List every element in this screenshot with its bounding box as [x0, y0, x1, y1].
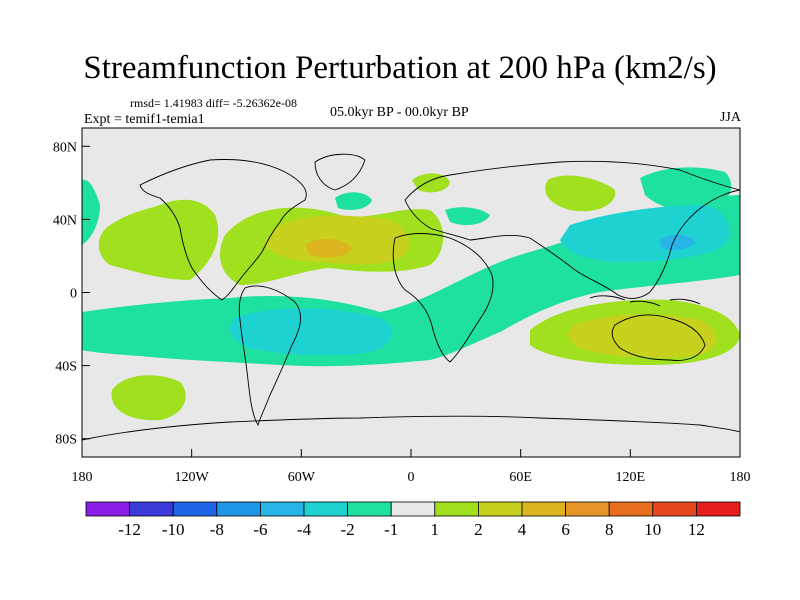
coast-antarctica: [82, 415, 740, 441]
colorbar-swatch: [565, 501, 610, 517]
colorbar-swatch: [129, 501, 174, 517]
colorbar-swatch: [172, 501, 218, 517]
coast-greenland: [314, 153, 366, 191]
contour-neg-band: [660, 234, 695, 250]
contour-pos-band: [111, 375, 186, 421]
lon-tick-label: 120E: [616, 470, 646, 485]
lat-tick-label: 40N: [53, 213, 77, 228]
field-background: [82, 128, 740, 457]
colorbar-label: 12: [688, 520, 705, 539]
plot-title: Streamfunction Perturbation at 200 hPa (…: [83, 50, 717, 86]
colorbar-swatch: [477, 501, 523, 517]
colorbar-label: 6: [561, 520, 570, 539]
colorbar-label: -8: [210, 520, 224, 539]
coast-south-america: [238, 285, 302, 427]
colorbar-label: -4: [297, 520, 312, 539]
contour-neg-band: [230, 308, 393, 356]
colorbar-swatch: [216, 501, 261, 517]
lat-tick-label: 40S: [55, 360, 77, 375]
colorbar-label: 4: [518, 520, 527, 539]
contour-neg-band: [445, 207, 490, 226]
colorbar-swatch: [259, 501, 305, 517]
contour-pos-band: [305, 238, 352, 258]
colorbar-label: 10: [644, 520, 661, 539]
longitude-axis: 180 120W 60W 0 60E 120E 180: [72, 449, 751, 485]
stats-text: rmsd= 1.41983 diff= -5.26362e-08: [130, 96, 297, 110]
lon-tick-label: 180: [72, 470, 93, 485]
colorbar: -12 -10 -8 -6 -4 -2 -1 1 2 4 6 8 10 12: [85, 501, 741, 539]
coastlines: [82, 153, 740, 441]
colorbar-swatch: [521, 501, 566, 517]
colorbar-swatch: [696, 501, 741, 517]
colorbar-swatch: [434, 501, 479, 517]
colorbar-label: -6: [253, 520, 267, 539]
lat-tick-label: 0: [70, 287, 77, 302]
contour-neg-band: [82, 179, 100, 245]
colorbar-swatch: [347, 501, 392, 517]
colorbar-swatch: [85, 501, 130, 517]
colorbar-swatch: [652, 501, 697, 517]
colorbar-swatch: [303, 501, 348, 517]
shaded-field: [82, 128, 740, 457]
contour-pos-band: [545, 175, 616, 212]
lon-tick-label: 180: [730, 470, 751, 485]
coast-australia: [611, 314, 706, 361]
lon-tick-label: 0: [408, 470, 415, 485]
colorbar-swatch: [390, 501, 436, 517]
colorbar-label: 8: [605, 520, 614, 539]
coast-north-america: [139, 159, 307, 301]
experiment-label: Expt = temif1-temia1: [84, 112, 205, 127]
season-label: JJA: [719, 110, 741, 125]
colorbar-label: 1: [431, 520, 440, 539]
period-label: 05.0kyr BP - 00.0kyr BP: [330, 105, 469, 120]
coast-indonesia: [589, 295, 701, 307]
lon-tick-label: 60E: [509, 470, 532, 485]
lon-tick-label: 60W: [288, 470, 316, 485]
lat-tick-label: 80S: [55, 433, 77, 448]
colorbar-swatch: [608, 501, 654, 517]
contour-neg-band: [640, 167, 732, 213]
colorbar-label: -1: [384, 520, 398, 539]
colorbar-label: -2: [341, 520, 355, 539]
contour-neg-band: [335, 192, 372, 210]
lon-tick-label: 120W: [175, 470, 210, 485]
colorbar-label: -12: [118, 520, 141, 539]
lat-tick-label: 80N: [53, 140, 77, 155]
latitude-axis: 80N 40N 0 40S 80S: [53, 140, 90, 448]
coast-africa: [392, 233, 494, 363]
coast-europe-asia: [404, 160, 740, 299]
contour-pos-band: [568, 314, 717, 358]
colorbar-label: 2: [474, 520, 483, 539]
contour-pos-band: [412, 173, 450, 193]
colorbar-label: -10: [162, 520, 185, 539]
